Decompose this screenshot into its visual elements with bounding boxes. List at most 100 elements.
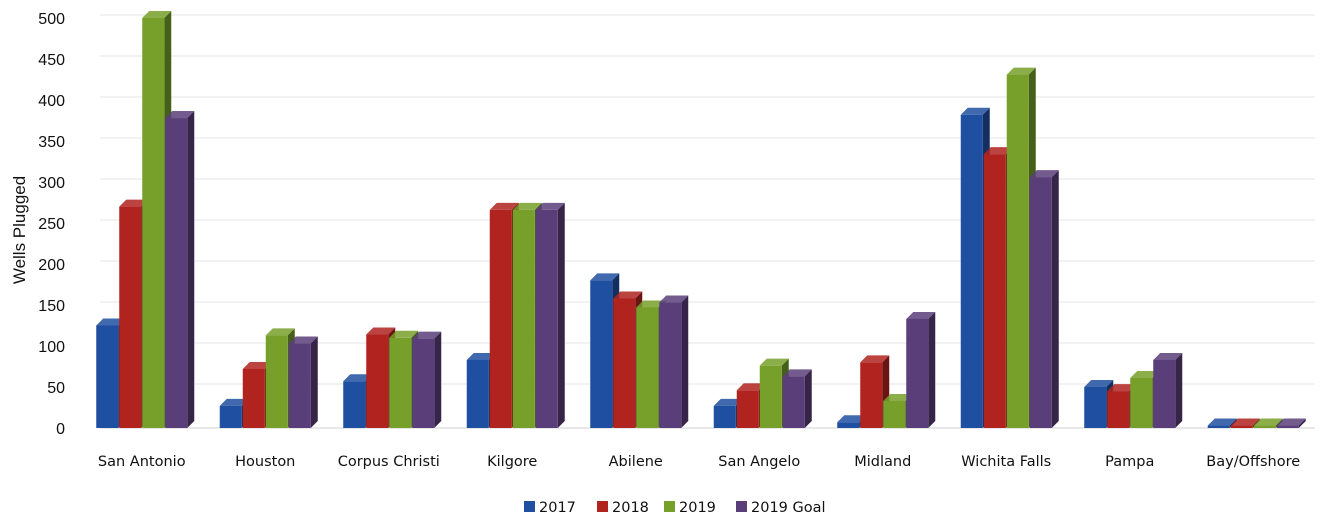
y-tick-label: 50 <box>47 380 65 397</box>
bar-top <box>1084 380 1114 387</box>
legend-label: 2019 <box>679 500 716 516</box>
y-tick-label: 150 <box>38 298 65 315</box>
bar-front <box>659 302 682 428</box>
legend-item: 2019 <box>664 500 716 516</box>
bar-front <box>782 376 805 428</box>
bar-front <box>489 209 512 428</box>
bar-front <box>288 343 311 428</box>
bar-top <box>659 295 689 303</box>
bar-front <box>1153 359 1176 428</box>
bar-side <box>1298 418 1306 428</box>
bar-side <box>928 311 936 428</box>
legend-label: 2019 Goal <box>751 500 826 516</box>
bar-front <box>1084 387 1107 428</box>
legend-item: 2017 <box>524 500 576 516</box>
bar-front <box>759 365 782 428</box>
y-tick-label: 250 <box>38 216 65 233</box>
bar-front <box>1276 425 1299 428</box>
bar-front <box>1253 425 1276 428</box>
bar-front <box>1107 391 1130 428</box>
bar-top <box>1276 418 1306 426</box>
legend-item: 2019 Goal <box>736 500 826 516</box>
x-tick-label: Kilgore <box>487 454 537 470</box>
x-tick-label: Bay/Offshore <box>1206 454 1300 470</box>
legend-label: 2018 <box>612 500 649 516</box>
bar-top <box>860 355 890 363</box>
bar-front <box>165 118 188 428</box>
bar-top <box>1207 418 1237 426</box>
x-tick-label: Midland <box>854 454 911 470</box>
y-tick-label: 100 <box>38 339 65 356</box>
bar <box>165 111 195 428</box>
bar-top <box>1130 370 1160 378</box>
bar-front <box>535 209 558 428</box>
bar-front <box>466 359 489 428</box>
bar-top <box>265 328 295 336</box>
bar-front <box>412 338 435 428</box>
bar-front <box>837 422 860 428</box>
bar-top <box>165 111 195 119</box>
bar-top <box>759 358 789 366</box>
y-tick-label: 200 <box>38 257 65 274</box>
bar <box>1153 352 1183 428</box>
bar-front <box>590 280 613 428</box>
bar-top <box>1029 170 1059 178</box>
x-tick-label: Wichita Falls <box>961 454 1051 470</box>
legend-item: 2018 <box>597 500 649 516</box>
bar <box>288 336 318 428</box>
legend-swatch <box>597 501 608 512</box>
bar <box>659 295 689 428</box>
legend: 2017 2018 2019 2019 Goal <box>524 500 826 516</box>
bar-top <box>343 374 373 382</box>
bar-front <box>883 400 906 428</box>
bar-top <box>782 369 812 377</box>
bar-front <box>119 206 142 428</box>
bar-front <box>366 334 389 428</box>
bar-top <box>512 202 542 210</box>
legend-swatch <box>736 501 747 512</box>
bar-side <box>557 202 565 428</box>
bar-top <box>119 199 149 207</box>
bar-top <box>837 415 867 423</box>
bar-top <box>590 273 620 281</box>
bar-top <box>288 336 318 344</box>
bar <box>782 369 812 428</box>
bar-front <box>736 390 759 428</box>
bar-top <box>983 147 1013 155</box>
bar <box>535 202 565 428</box>
bar-front <box>265 335 288 428</box>
bar-top <box>736 383 766 391</box>
bar-front <box>219 405 242 428</box>
bar-top <box>412 331 442 339</box>
bar-front <box>1130 377 1153 428</box>
bar-top <box>960 107 990 115</box>
bar-side <box>1051 170 1059 428</box>
bar-top <box>636 300 666 308</box>
y-tick-label: 300 <box>38 175 65 192</box>
bar-top <box>242 361 272 369</box>
bar <box>1029 170 1059 428</box>
bar-side <box>434 331 442 428</box>
bar <box>412 331 442 428</box>
bar-top <box>466 352 496 360</box>
y-tick-label: 400 <box>38 93 65 110</box>
y-tick-label: 350 <box>38 134 65 151</box>
bar-front <box>343 381 366 428</box>
bar-top <box>389 330 419 338</box>
bar-top <box>906 311 936 319</box>
x-axis-ticks: San Antonio Houston Corpus Christi Kilgore A… <box>98 454 1300 470</box>
bar-top <box>366 327 396 335</box>
bar-side <box>1175 352 1183 428</box>
x-tick-label: Houston <box>235 454 295 470</box>
bar-front <box>512 209 535 428</box>
bar-top <box>535 202 565 210</box>
legend-swatch <box>524 501 535 512</box>
y-tick-label: 450 <box>38 52 65 69</box>
x-tick-label: San Angelo <box>718 454 800 470</box>
x-tick-label: Corpus Christi <box>338 454 440 470</box>
y-tick-label: 0 <box>56 421 65 438</box>
bar-top <box>219 398 249 406</box>
bar-front <box>389 337 412 428</box>
bar <box>860 355 890 428</box>
bar-front <box>636 307 659 428</box>
